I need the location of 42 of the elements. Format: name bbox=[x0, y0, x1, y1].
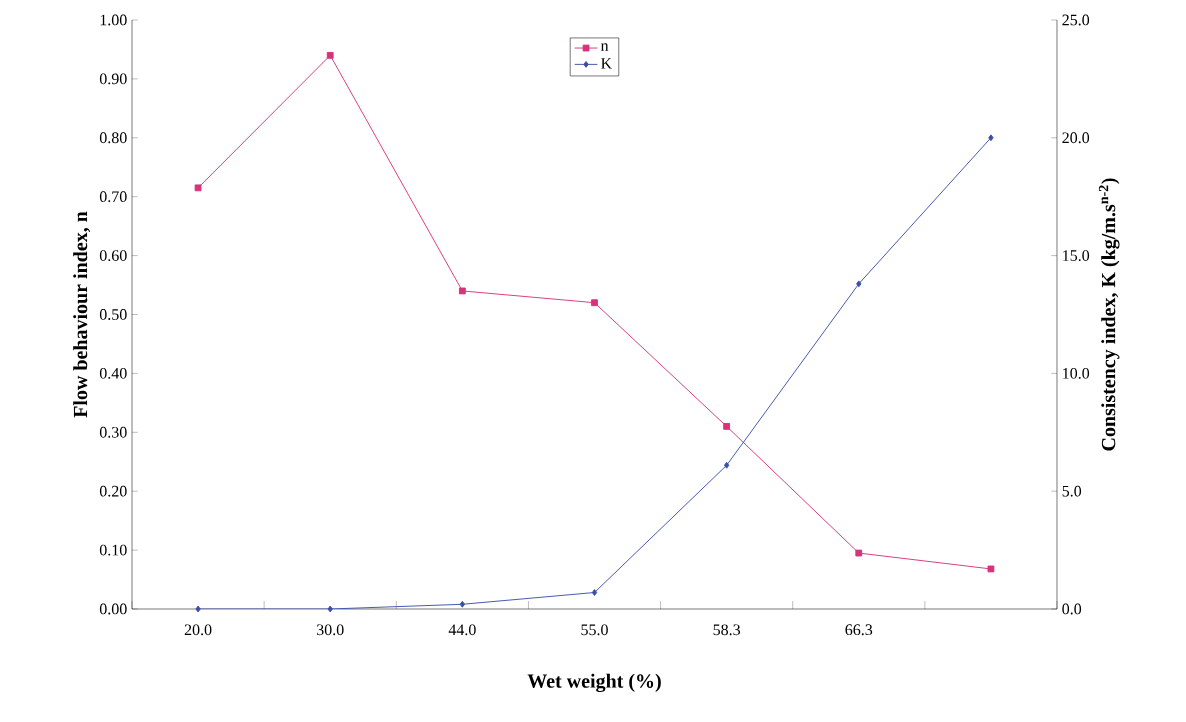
y-tick-label: 0.80 bbox=[99, 132, 127, 144]
x-tick-label: 30.0 bbox=[316, 624, 344, 636]
point bbox=[723, 461, 730, 469]
point bbox=[856, 280, 862, 288]
y-tick-label: 0.40 bbox=[99, 367, 127, 379]
legend-label: n bbox=[600, 43, 609, 51]
x-tick-label: 58.3 bbox=[713, 624, 741, 636]
point bbox=[459, 600, 466, 608]
y-tick-label: 0.20 bbox=[99, 485, 127, 497]
point bbox=[326, 51, 334, 59]
point bbox=[458, 287, 466, 295]
y2-tick-label: 15.0 bbox=[1063, 250, 1090, 262]
point bbox=[591, 589, 598, 596]
y2-tick-label: 20.0 bbox=[1062, 132, 1090, 144]
x-tick-label: 20.0 bbox=[184, 624, 212, 636]
point bbox=[327, 605, 333, 613]
y-tick-label: 0.00 bbox=[99, 603, 127, 615]
y-tick-label: 0.30 bbox=[99, 426, 127, 438]
y2-axis-title: Consistency index, K (kg/m.s$^{n-2}$) bbox=[1098, 178, 1120, 451]
x-tick-label: 44.0 bbox=[448, 624, 476, 636]
point bbox=[855, 549, 863, 557]
y-tick-label: 0.10 bbox=[99, 544, 127, 556]
y-tick-label: 0.50 bbox=[99, 309, 127, 320]
legend-label: K bbox=[601, 58, 612, 69]
x-tick-label: 55.0 bbox=[581, 624, 608, 636]
point bbox=[723, 423, 731, 430]
y-axis-title: Flow behaviour index, n bbox=[73, 211, 91, 418]
y-tick-label: 1.00 bbox=[100, 14, 127, 26]
x-tick-label: 66.3 bbox=[845, 624, 873, 636]
y-tick-label: 0.70 bbox=[99, 191, 127, 203]
point bbox=[195, 605, 201, 613]
y2-tick-label: 0.0 bbox=[1062, 603, 1082, 615]
y2-tick-label: 5.0 bbox=[1062, 485, 1082, 497]
point bbox=[988, 134, 994, 142]
x-axis-title: Wet weight (%) bbox=[527, 673, 661, 693]
point bbox=[194, 184, 202, 192]
y-tick-label: 0.90 bbox=[99, 73, 127, 85]
y2-tick-label: 25.0 bbox=[1062, 14, 1090, 26]
point bbox=[591, 299, 598, 307]
point bbox=[987, 565, 995, 573]
y-tick-label: 0.60 bbox=[99, 250, 127, 262]
y2-tick-label: 10.0 bbox=[1063, 367, 1090, 379]
